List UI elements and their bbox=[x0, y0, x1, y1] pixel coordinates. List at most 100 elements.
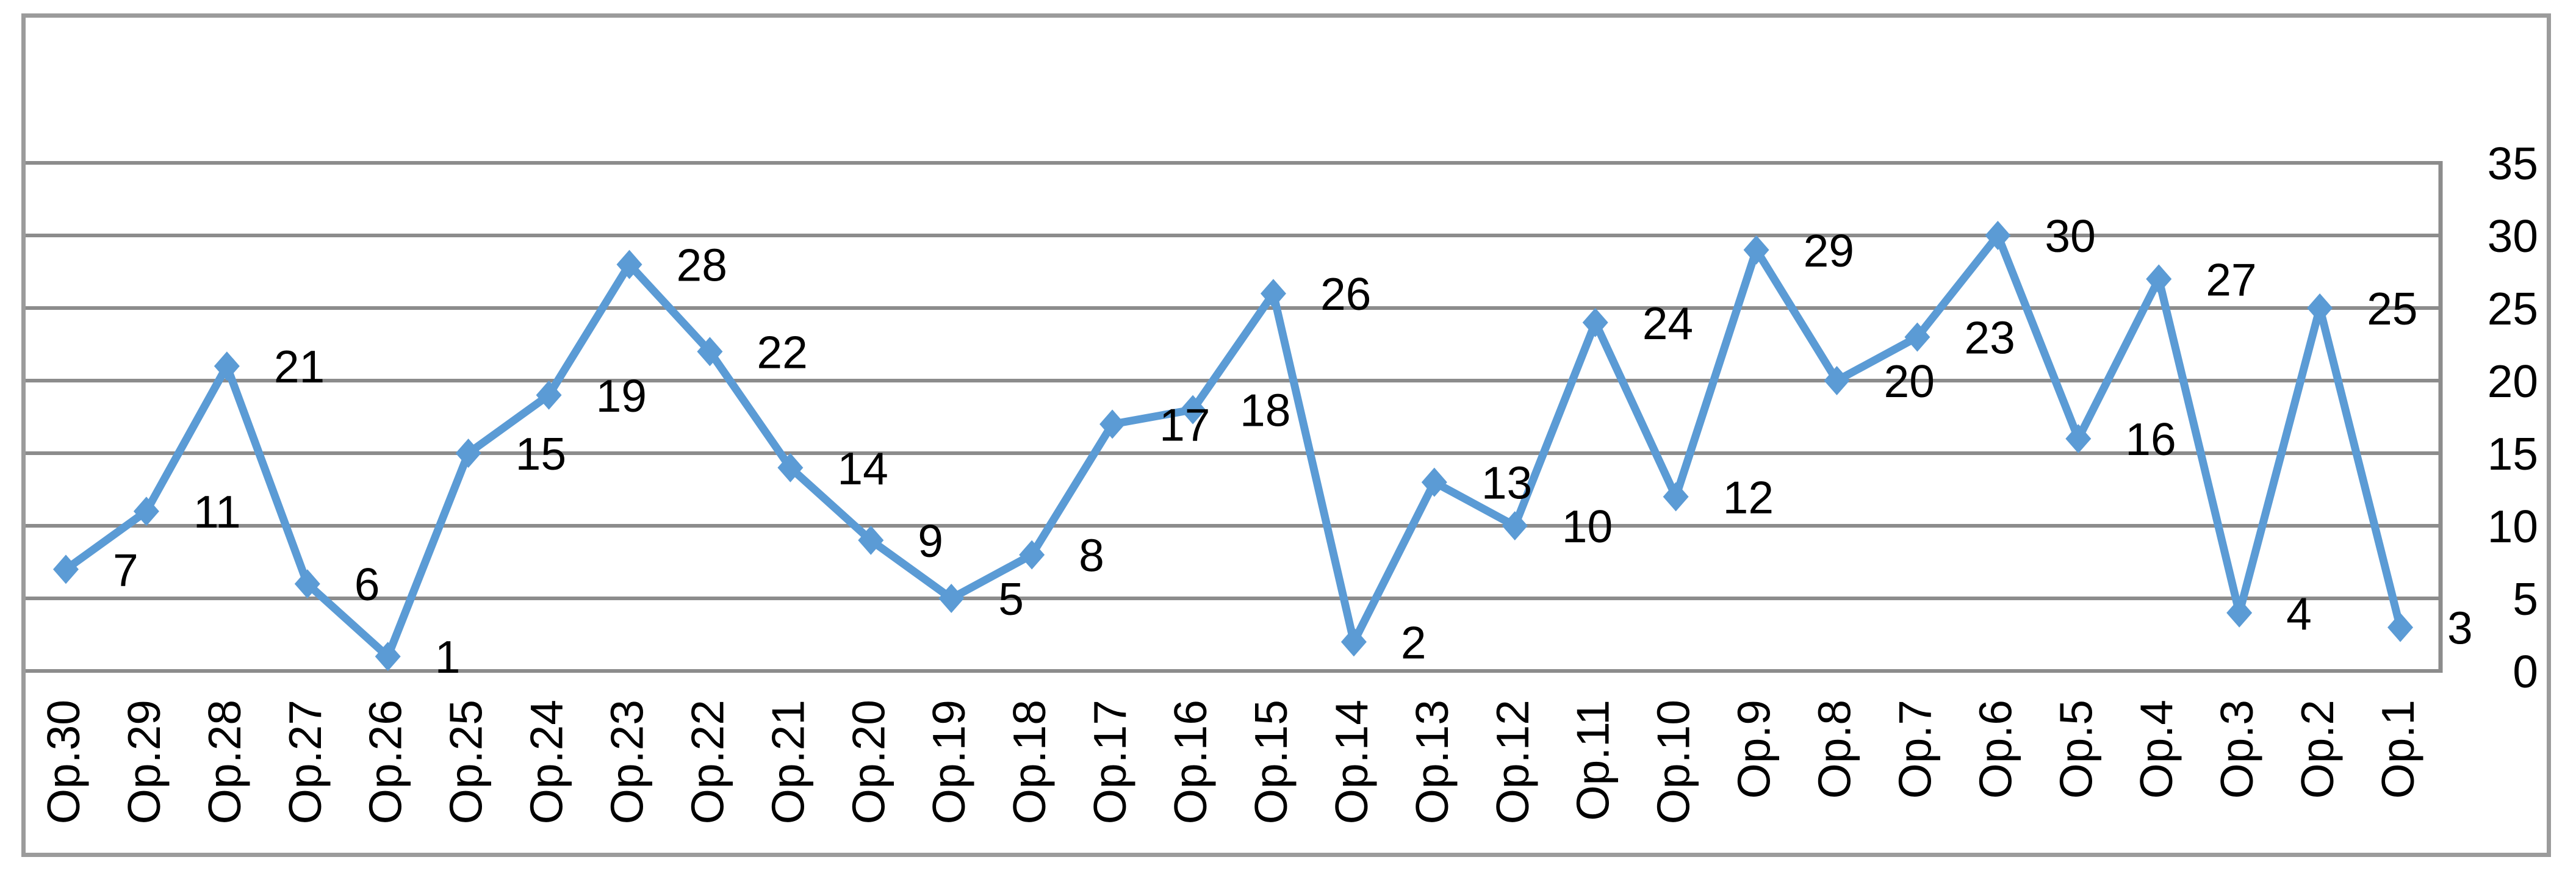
data-label-Op.12: 10 bbox=[1562, 501, 1613, 552]
x-tick-label-Op.22: Op.22 bbox=[682, 700, 733, 824]
data-point-marker-Op.23 bbox=[616, 249, 642, 279]
x-tick-label-Op.12: Op.12 bbox=[1487, 700, 1538, 824]
data-label-Op.28: 21 bbox=[274, 341, 325, 392]
data-point-marker-Op.30 bbox=[52, 554, 79, 584]
data-point-marker-Op.25 bbox=[455, 439, 481, 468]
data-point-marker-Op.1 bbox=[2387, 612, 2414, 642]
data-label-Op.3: 4 bbox=[2286, 588, 2312, 639]
data-point-marker-Op.13 bbox=[1421, 467, 1447, 497]
data-point-marker-Op.8 bbox=[1824, 366, 1850, 395]
x-tick-label-Op.18: Op.18 bbox=[1004, 700, 1055, 824]
data-point-marker-Op.9 bbox=[1743, 235, 1769, 265]
x-tick-label-Op.13: Op.13 bbox=[1406, 700, 1458, 824]
data-point-marker-Op.22 bbox=[697, 337, 723, 367]
data-point-marker-Op.7 bbox=[1904, 322, 1930, 352]
x-tick-label-Op.25: Op.25 bbox=[441, 700, 492, 824]
data-point-marker-Op.21 bbox=[777, 453, 804, 482]
data-point-marker-Op.19 bbox=[938, 584, 965, 613]
data-point-marker-Op.11 bbox=[1582, 307, 1608, 337]
data-label-Op.7: 23 bbox=[1964, 312, 2015, 364]
data-label-Op.17: 17 bbox=[1159, 399, 1210, 450]
x-tick-label-Op.19: Op.19 bbox=[923, 700, 974, 824]
data-label-Op.29: 11 bbox=[193, 486, 241, 537]
data-point-marker-Op.18 bbox=[1019, 540, 1045, 570]
data-label-Op.26: 1 bbox=[435, 631, 461, 683]
y-tick-label-30: 30 bbox=[2488, 210, 2538, 262]
data-label-Op.6: 30 bbox=[2045, 210, 2095, 262]
data-point-marker-Op.6 bbox=[1985, 221, 2011, 250]
data-label-Op.27: 6 bbox=[354, 559, 380, 610]
chart-outer-border bbox=[21, 13, 2551, 857]
y-tick-label-25: 25 bbox=[2488, 283, 2538, 334]
y-tick-label-20: 20 bbox=[2488, 356, 2538, 407]
data-label-Op.8: 20 bbox=[1884, 356, 1935, 407]
data-point-marker-Op.10 bbox=[1663, 482, 1689, 512]
x-tick-label-Op.14: Op.14 bbox=[1326, 700, 1377, 824]
x-tick-label-Op.16: Op.16 bbox=[1165, 700, 1216, 824]
x-tick-label-Op.17: Op.17 bbox=[1084, 700, 1135, 824]
data-point-marker-Op.2 bbox=[2307, 293, 2333, 323]
x-tick-label-Op.6: Op.6 bbox=[1970, 700, 2021, 799]
data-label-Op.25: 15 bbox=[516, 428, 566, 479]
data-point-marker-Op.15 bbox=[1260, 279, 1286, 309]
data-label-Op.30: 7 bbox=[113, 544, 139, 595]
data-label-Op.1: 3 bbox=[2447, 603, 2473, 654]
data-point-marker-Op.27 bbox=[294, 569, 320, 599]
data-label-Op.11: 24 bbox=[1642, 298, 1693, 349]
x-tick-label-Op.24: Op.24 bbox=[521, 700, 572, 824]
x-tick-label-Op.21: Op.21 bbox=[762, 700, 813, 824]
y-tick-label-5: 5 bbox=[2513, 573, 2538, 625]
data-point-marker-Op.17 bbox=[1099, 409, 1126, 439]
data-point-marker-Op.24 bbox=[536, 380, 562, 410]
data-label-Op.10: 12 bbox=[1723, 471, 1774, 523]
data-label-Op.9: 29 bbox=[1804, 225, 1854, 276]
x-tick-label-Op.28: Op.28 bbox=[199, 700, 250, 824]
x-tick-label-Op.27: Op.27 bbox=[279, 700, 331, 824]
data-point-marker-Op.28 bbox=[214, 351, 240, 381]
x-tick-label-Op.26: Op.26 bbox=[360, 700, 411, 824]
data-label-Op.19: 5 bbox=[998, 573, 1024, 625]
y-tick-label-15: 15 bbox=[2488, 428, 2538, 479]
data-label-Op.23: 28 bbox=[677, 240, 727, 291]
x-tick-label-Op.29: Op.29 bbox=[118, 700, 170, 824]
data-point-marker-Op.20 bbox=[858, 525, 884, 555]
x-tick-label-Op.7: Op.7 bbox=[1889, 700, 1940, 799]
data-label-Op.18: 8 bbox=[1079, 530, 1104, 581]
data-label-Op.16: 18 bbox=[1240, 385, 1290, 436]
x-tick-label-Op.1: Op.1 bbox=[2372, 700, 2423, 799]
data-label-Op.2: 25 bbox=[2367, 283, 2417, 334]
data-point-marker-Op.16 bbox=[1180, 395, 1206, 425]
x-tick-label-Op.2: Op.2 bbox=[2292, 700, 2343, 799]
data-label-Op.14: 2 bbox=[1401, 617, 1427, 668]
x-tick-label-Op.30: Op.30 bbox=[38, 700, 89, 824]
data-point-marker-Op.14 bbox=[1340, 627, 1367, 657]
data-point-marker-Op.3 bbox=[2226, 598, 2253, 628]
data-point-marker-Op.29 bbox=[133, 497, 159, 526]
data-point-marker-Op.26 bbox=[375, 642, 401, 672]
data-label-Op.4: 27 bbox=[2206, 254, 2256, 305]
data-point-marker-Op.5 bbox=[2065, 424, 2092, 454]
series-line bbox=[62, 231, 2405, 661]
data-label-Op.15: 26 bbox=[1320, 268, 1371, 320]
data-point-marker-Op.12 bbox=[1502, 511, 1528, 540]
x-tick-label-Op.20: Op.20 bbox=[843, 700, 894, 824]
x-tick-label-Op.11: Op.11 bbox=[1567, 700, 1619, 821]
x-tick-label-Op.8: Op.8 bbox=[1809, 700, 1860, 799]
data-label-Op.5: 16 bbox=[2125, 414, 2176, 465]
data-label-Op.13: 13 bbox=[1481, 457, 1532, 509]
x-tick-label-Op.23: Op.23 bbox=[602, 700, 653, 824]
data-label-Op.20: 9 bbox=[918, 515, 943, 567]
y-tick-label-35: 35 bbox=[2488, 138, 2538, 189]
data-point-marker-Op.4 bbox=[2146, 264, 2172, 294]
y-tick-label-0: 0 bbox=[2513, 646, 2538, 697]
x-tick-label-Op.5: Op.5 bbox=[2050, 700, 2101, 799]
x-tick-label-Op.9: Op.9 bbox=[1729, 700, 1780, 799]
data-label-Op.22: 22 bbox=[757, 326, 807, 378]
x-tick-label-Op.4: Op.4 bbox=[2131, 700, 2182, 799]
x-tick-label-Op.10: Op.10 bbox=[1648, 700, 1699, 824]
data-label-Op.24: 19 bbox=[596, 370, 647, 421]
data-label-Op.21: 14 bbox=[837, 443, 888, 494]
y-tick-label-10: 10 bbox=[2488, 501, 2538, 552]
